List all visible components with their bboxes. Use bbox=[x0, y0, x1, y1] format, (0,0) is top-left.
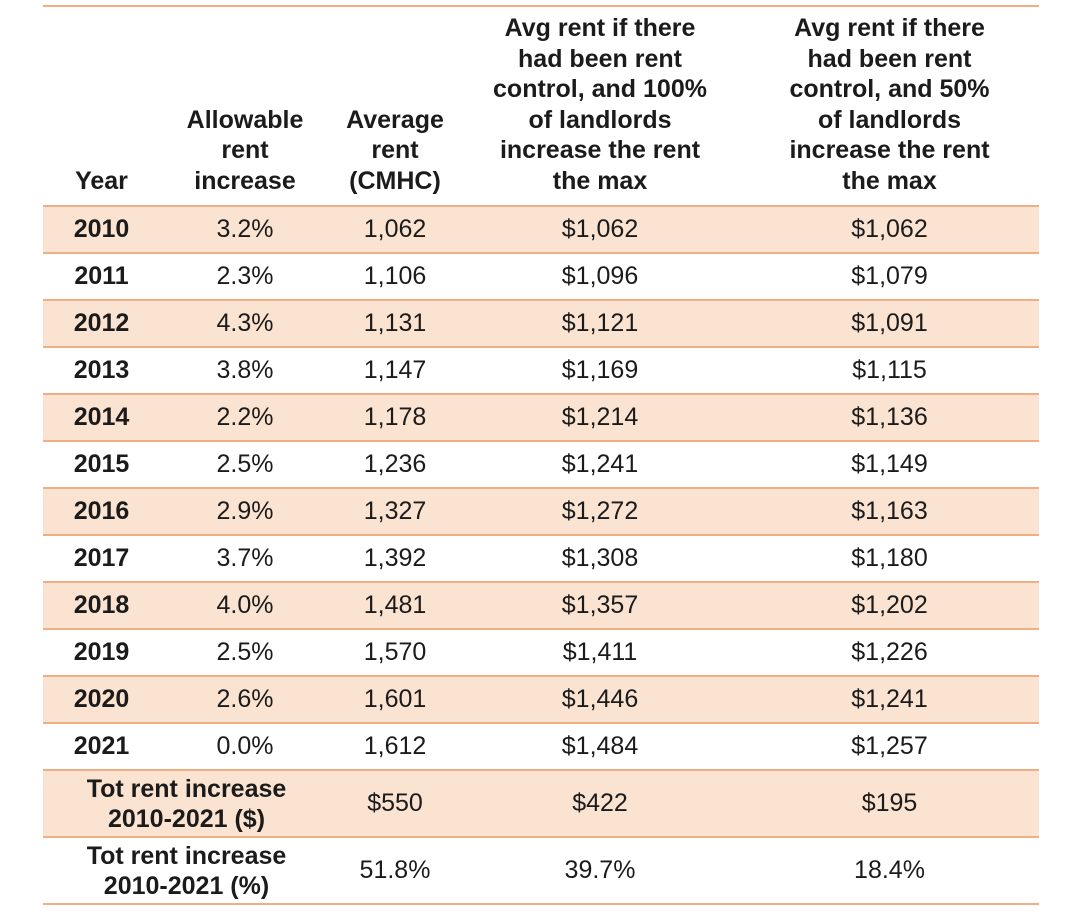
cell-year: 2014 bbox=[43, 394, 160, 442]
cell-allowable_rent_increase: 0.0% bbox=[160, 723, 330, 771]
cell-average_rent_cmhc: 1,481 bbox=[330, 582, 460, 630]
column-header-allowable_rent_increase: Allowable rent increase bbox=[160, 5, 330, 207]
header-row: Year Allowable rent increase Average rent … bbox=[43, 5, 1039, 207]
cell-rent_control_100pct: $1,357 bbox=[460, 582, 740, 630]
cell-allowable_rent_increase: 3.2% bbox=[160, 206, 330, 254]
column-header-rent_control_50pct: Avg rent if there had been rent control,… bbox=[740, 5, 1039, 207]
cell-rent_control_50pct: $1,241 bbox=[740, 676, 1039, 724]
cell-year: 2011 bbox=[43, 253, 160, 301]
cell-year: 2013 bbox=[43, 347, 160, 395]
table-row-2016: 2016 2.9% 1,327 $1,272 $1,163 bbox=[43, 488, 1039, 536]
column-header-average_rent_cmhc: Average rent (CMHC) bbox=[330, 5, 460, 207]
cell-year: 2010 bbox=[43, 206, 160, 254]
cell-rent_control_50pct: $1,079 bbox=[740, 253, 1039, 301]
table-row-2015: 2015 2.5% 1,236 $1,241 $1,149 bbox=[43, 441, 1039, 489]
total-row-label: Tot rent increase 2010-2021 ($) bbox=[43, 770, 330, 838]
cell-year: 2015 bbox=[43, 441, 160, 489]
total-cell-rent_control_50pct: 18.4% bbox=[740, 837, 1039, 905]
cell-rent_control_100pct: $1,308 bbox=[460, 535, 740, 583]
table-row-2018: 2018 4.0% 1,481 $1,357 $1,202 bbox=[43, 582, 1039, 630]
total-row-dollars: Tot rent increase 2010-2021 ($) $550 $422 $… bbox=[43, 770, 1039, 838]
column-header-rent_control_100pct: Avg rent if there had been rent control,… bbox=[460, 5, 740, 207]
cell-allowable_rent_increase: 2.6% bbox=[160, 676, 330, 724]
cell-average_rent_cmhc: 1,131 bbox=[330, 300, 460, 348]
cell-allowable_rent_increase: 3.8% bbox=[160, 347, 330, 395]
cell-allowable_rent_increase: 2.2% bbox=[160, 394, 330, 442]
cell-average_rent_cmhc: 1,106 bbox=[330, 253, 460, 301]
cell-allowable_rent_increase: 4.0% bbox=[160, 582, 330, 630]
cell-rent_control_50pct: $1,136 bbox=[740, 394, 1039, 442]
cell-year: 2016 bbox=[43, 488, 160, 536]
cell-rent_control_100pct: $1,272 bbox=[460, 488, 740, 536]
cell-allowable_rent_increase: 2.9% bbox=[160, 488, 330, 536]
cell-year: 2012 bbox=[43, 300, 160, 348]
cell-rent_control_50pct: $1,180 bbox=[740, 535, 1039, 583]
table-row-2021: 2021 0.0% 1,612 $1,484 $1,257 bbox=[43, 723, 1039, 771]
total-cell-rent_control_100pct: 39.7% bbox=[460, 837, 740, 905]
rent-comparison-table: Year Allowable rent increase Average rent … bbox=[43, 5, 1039, 905]
cell-rent_control_100pct: $1,214 bbox=[460, 394, 740, 442]
cell-average_rent_cmhc: 1,601 bbox=[330, 676, 460, 724]
cell-year: 2021 bbox=[43, 723, 160, 771]
cell-allowable_rent_increase: 2.5% bbox=[160, 441, 330, 489]
cell-average_rent_cmhc: 1,612 bbox=[330, 723, 460, 771]
cell-average_rent_cmhc: 1,570 bbox=[330, 629, 460, 677]
table-row-2010: 2010 3.2% 1,062 $1,062 $1,062 bbox=[43, 206, 1039, 254]
cell-rent_control_50pct: $1,163 bbox=[740, 488, 1039, 536]
cell-average_rent_cmhc: 1,147 bbox=[330, 347, 460, 395]
table-row-2013: 2013 3.8% 1,147 $1,169 $1,115 bbox=[43, 347, 1039, 395]
table-body: 2010 3.2% 1,062 $1,062 $1,062 2011 2.3% 1,106 $1… bbox=[43, 206, 1039, 905]
cell-allowable_rent_increase: 2.3% bbox=[160, 253, 330, 301]
cell-rent_control_100pct: $1,121 bbox=[460, 300, 740, 348]
table-row-2017: 2017 3.7% 1,392 $1,308 $1,180 bbox=[43, 535, 1039, 583]
table-row-2012: 2012 4.3% 1,131 $1,121 $1,091 bbox=[43, 300, 1039, 348]
cell-allowable_rent_increase: 2.5% bbox=[160, 629, 330, 677]
cell-rent_control_50pct: $1,257 bbox=[740, 723, 1039, 771]
cell-rent_control_100pct: $1,446 bbox=[460, 676, 740, 724]
table-row-2014: 2014 2.2% 1,178 $1,214 $1,136 bbox=[43, 394, 1039, 442]
cell-rent_control_50pct: $1,091 bbox=[740, 300, 1039, 348]
cell-year: 2019 bbox=[43, 629, 160, 677]
cell-rent_control_100pct: $1,241 bbox=[460, 441, 740, 489]
cell-rent_control_50pct: $1,115 bbox=[740, 347, 1039, 395]
total-cell-average_rent_cmhc: 51.8% bbox=[330, 837, 460, 905]
table-header: Year Allowable rent increase Average rent … bbox=[43, 5, 1039, 207]
column-header-year: Year bbox=[43, 5, 160, 207]
cell-allowable_rent_increase: 4.3% bbox=[160, 300, 330, 348]
cell-rent_control_100pct: $1,096 bbox=[460, 253, 740, 301]
cell-average_rent_cmhc: 1,178 bbox=[330, 394, 460, 442]
cell-rent_control_100pct: $1,062 bbox=[460, 206, 740, 254]
table-row-2020: 2020 2.6% 1,601 $1,446 $1,241 bbox=[43, 676, 1039, 724]
cell-rent_control_100pct: $1,484 bbox=[460, 723, 740, 771]
cell-year: 2018 bbox=[43, 582, 160, 630]
cell-average_rent_cmhc: 1,392 bbox=[330, 535, 460, 583]
cell-average_rent_cmhc: 1,062 bbox=[330, 206, 460, 254]
total-cell-rent_control_50pct: $195 bbox=[740, 770, 1039, 838]
cell-rent_control_50pct: $1,149 bbox=[740, 441, 1039, 489]
table-row-2011: 2011 2.3% 1,106 $1,096 $1,079 bbox=[43, 253, 1039, 301]
cell-average_rent_cmhc: 1,236 bbox=[330, 441, 460, 489]
cell-rent_control_100pct: $1,169 bbox=[460, 347, 740, 395]
total-row-label: Tot rent increase 2010-2021 (%) bbox=[43, 837, 330, 905]
table-row-2019: 2019 2.5% 1,570 $1,411 $1,226 bbox=[43, 629, 1039, 677]
total-cell-average_rent_cmhc: $550 bbox=[330, 770, 460, 838]
cell-year: 2017 bbox=[43, 535, 160, 583]
cell-rent_control_100pct: $1,411 bbox=[460, 629, 740, 677]
cell-year: 2020 bbox=[43, 676, 160, 724]
cell-rent_control_50pct: $1,062 bbox=[740, 206, 1039, 254]
cell-allowable_rent_increase: 3.7% bbox=[160, 535, 330, 583]
cell-rent_control_50pct: $1,202 bbox=[740, 582, 1039, 630]
total-cell-rent_control_100pct: $422 bbox=[460, 770, 740, 838]
cell-rent_control_50pct: $1,226 bbox=[740, 629, 1039, 677]
total-row-percent: Tot rent increase 2010-2021 (%) 51.8% 39.7… bbox=[43, 837, 1039, 905]
rent-table: Year Allowable rent increase Average rent … bbox=[43, 5, 1039, 905]
cell-average_rent_cmhc: 1,327 bbox=[330, 488, 460, 536]
